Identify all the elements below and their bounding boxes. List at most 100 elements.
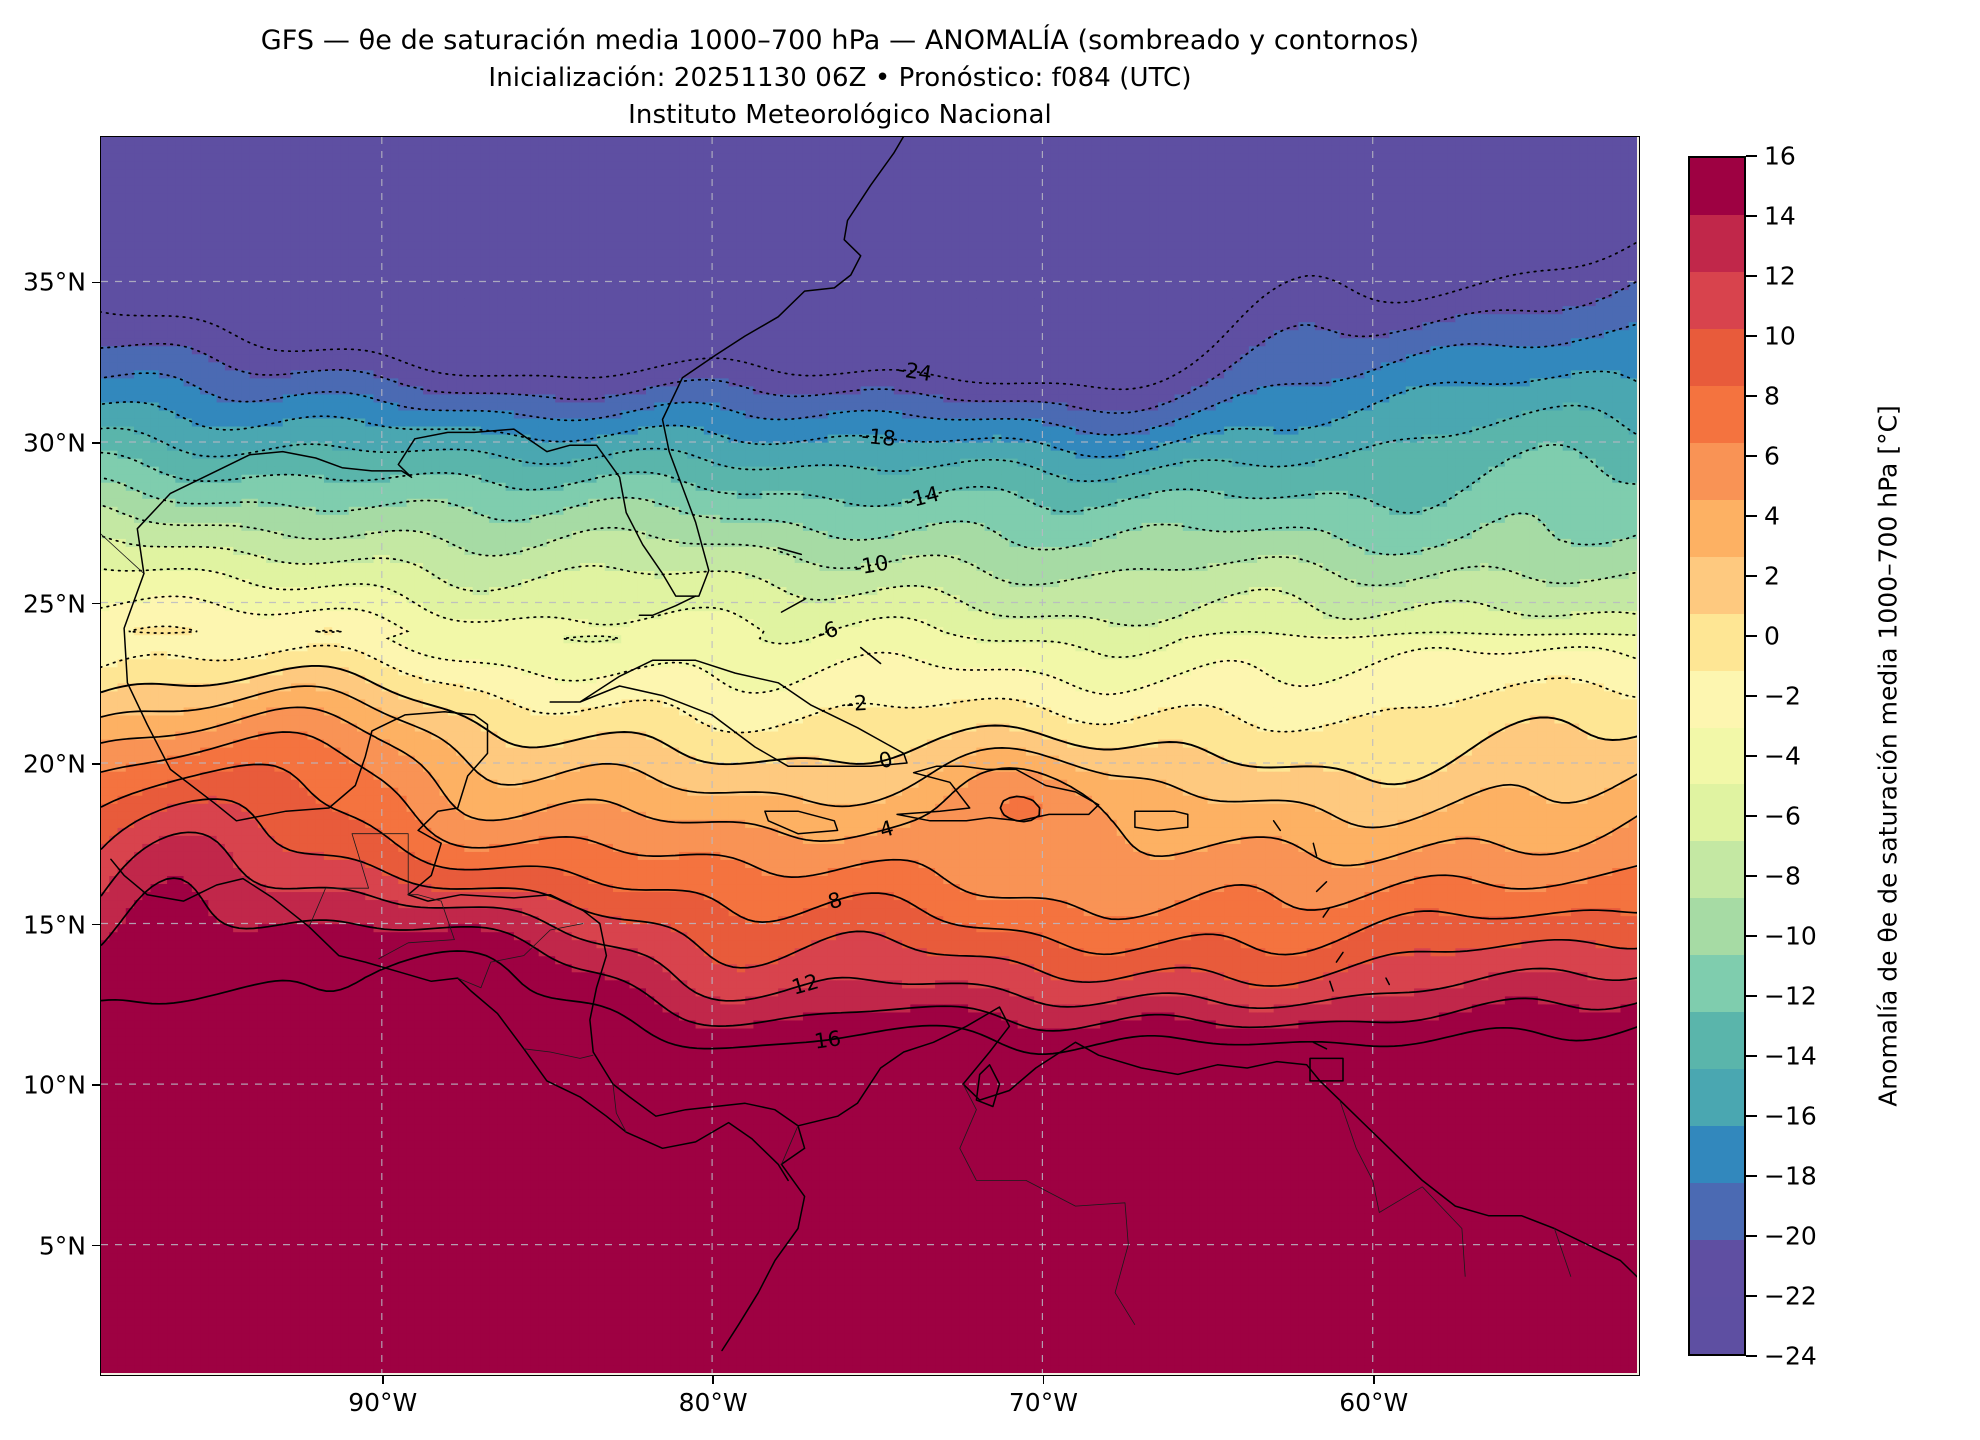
latitude-tick-label: 20°N — [23, 750, 86, 779]
colorbar-tick-mark — [1746, 755, 1757, 757]
colorbar-tick-label: −14 — [1764, 1042, 1817, 1071]
colorbar-tick-label: 16 — [1764, 142, 1796, 171]
colorbar-tick-mark — [1746, 335, 1757, 337]
figure-source: Instituto Meteorológico Nacional — [0, 97, 1680, 134]
colorbar-tick-mark — [1746, 155, 1757, 157]
colorbar-tick-label: −12 — [1764, 982, 1817, 1011]
colorbar-swatch — [1690, 271, 1744, 329]
colorbar-tick-label: 2 — [1764, 562, 1780, 591]
latitude-tick-label: 30°N — [23, 428, 86, 457]
colorbar-tick-mark — [1746, 455, 1757, 457]
colorbar-label-text: Anomalía de θe de saturación media 1000–… — [1874, 405, 1903, 1107]
colorbar-tick-mark — [1746, 635, 1757, 637]
longitude-tick-mark — [1372, 1376, 1375, 1384]
colorbar-tick-label: 8 — [1764, 382, 1780, 411]
colorbar-swatch — [1690, 158, 1744, 215]
coastlines — [101, 137, 1637, 1352]
colorbar-swatch — [1690, 1069, 1744, 1127]
longitude-tick-mark — [712, 1376, 714, 1384]
colorbar-tick-label: 10 — [1764, 322, 1796, 351]
latitude-tick-mark — [92, 763, 100, 765]
latitude-tick-label: 10°N — [23, 1071, 86, 1100]
latitude-tick-mark — [92, 923, 100, 926]
colorbar-tick-label: 6 — [1764, 442, 1780, 471]
figure-subtitle: Inicialización: 20251130 06Z • Pronóstic… — [0, 60, 1680, 97]
colorbar-swatch — [1690, 499, 1744, 557]
longitude-tick-mark — [381, 1376, 384, 1384]
colorbar-tick-mark — [1746, 1115, 1757, 1117]
latitude-tick-mark — [92, 442, 100, 444]
shaded-anomaly-field — [101, 137, 1637, 1373]
colorbar-swatch — [1690, 841, 1744, 899]
colorbar-tick-mark — [1746, 815, 1757, 817]
colorbar-swatch — [1690, 1126, 1744, 1184]
colorbar-tick-label: −2 — [1764, 682, 1801, 711]
colorbar-swatch — [1690, 385, 1744, 443]
colorbar-tick-mark — [1746, 395, 1757, 397]
colorbar-tick-label: −6 — [1764, 802, 1801, 831]
longitude-tick-label: 90°W — [348, 1388, 417, 1417]
colorbar-tick-mark — [1746, 695, 1757, 697]
colorbar-tick-mark — [1746, 1355, 1757, 1357]
longitude-tick-label: 80°W — [679, 1388, 748, 1417]
colorbar-tick-mark — [1746, 275, 1757, 277]
colorbar-tick-label: 0 — [1764, 622, 1780, 651]
colorbar-swatch — [1690, 1183, 1744, 1241]
latitude-tick-label: 5°N — [39, 1231, 86, 1260]
colorbar-tick-mark — [1746, 935, 1757, 937]
page-title: GFS — θe de saturación media 1000–700 hP… — [0, 22, 1680, 60]
colorbar-tick-mark — [1746, 995, 1757, 997]
colorbar-swatch — [1690, 784, 1744, 842]
colorbar-tick-label: −4 — [1764, 742, 1801, 771]
colorbar-tick-mark — [1746, 515, 1757, 517]
anomaly-contour-lines — [101, 241, 1637, 1055]
colorbar-swatch — [1690, 1012, 1744, 1070]
colorbar-tick-label: −20 — [1764, 1222, 1817, 1251]
colorbar-tick-label: 4 — [1764, 502, 1780, 531]
longitude-tick-label: 60°W — [1339, 1388, 1408, 1417]
colorbar-tick-label: 12 — [1764, 262, 1796, 291]
colorbar-tick-mark — [1746, 1235, 1757, 1237]
colorbar-swatch — [1690, 613, 1744, 671]
colorbar-tick-label: −24 — [1764, 1342, 1817, 1371]
colorbar-ticks: 16 14 12 10 8 6 4 2 0 −2 −4 −6 −8 −10 −12 −14 −16 −18 −20 −… — [1688, 142, 1838, 1371]
colorbar-swatch — [1690, 442, 1744, 500]
colorbar-swatch — [1690, 670, 1744, 728]
longitude-tick-label: 70°W — [1009, 1388, 1078, 1417]
map-axes: -24 -18 -14 -10 -6 -2 0 4 8 12 16 — [100, 136, 1640, 1376]
colorbar-tick-label: −8 — [1764, 862, 1801, 891]
colorbar-tick-mark — [1746, 875, 1757, 877]
latitude-tick-label: 35°N — [23, 268, 86, 297]
colorbar-tick-mark — [1746, 1295, 1757, 1297]
colorbar-swatch — [1690, 556, 1744, 614]
colorbar-tick-label: −22 — [1764, 1282, 1817, 1311]
colorbar-tick-mark — [1746, 575, 1757, 577]
colorbar — [1688, 156, 1746, 1356]
latitude-tick-mark — [92, 602, 100, 605]
colorbar-swatch — [1690, 727, 1744, 785]
longitude-tick-mark — [1042, 1376, 1045, 1384]
latitude-tick-label: 25°N — [23, 589, 86, 618]
colorbar-tick-label: −18 — [1764, 1162, 1817, 1191]
latitude-tick-mark — [92, 1084, 100, 1086]
colorbar-swatch — [1690, 955, 1744, 1013]
colorbar-tick-mark — [1746, 1055, 1757, 1057]
latitude-axis: 35°N 30°N 25°N 20°N 15°N 10°N 5°N — [0, 0, 100, 1440]
colorbar-tick-mark — [1746, 1175, 1757, 1177]
colorbar-tick-label: 14 — [1764, 202, 1796, 231]
colorbar-swatch — [1690, 1297, 1744, 1355]
colorbar-tick-label: −10 — [1764, 922, 1817, 951]
latitude-tick-mark — [92, 1244, 100, 1247]
colorbar-tick-mark — [1746, 215, 1757, 217]
figure-title-block: GFS — θe de saturación media 1000–700 hP… — [0, 22, 1680, 134]
colorbar-swatch — [1690, 214, 1744, 272]
colorbar-swatch — [1690, 328, 1744, 386]
colorbar-swatch — [1690, 1240, 1744, 1298]
colorbar-swatch — [1690, 898, 1744, 956]
colorbar-axis-label: Anomalía de θe de saturación media 1000–… — [1868, 156, 1908, 1356]
latitude-tick-mark — [92, 281, 100, 284]
